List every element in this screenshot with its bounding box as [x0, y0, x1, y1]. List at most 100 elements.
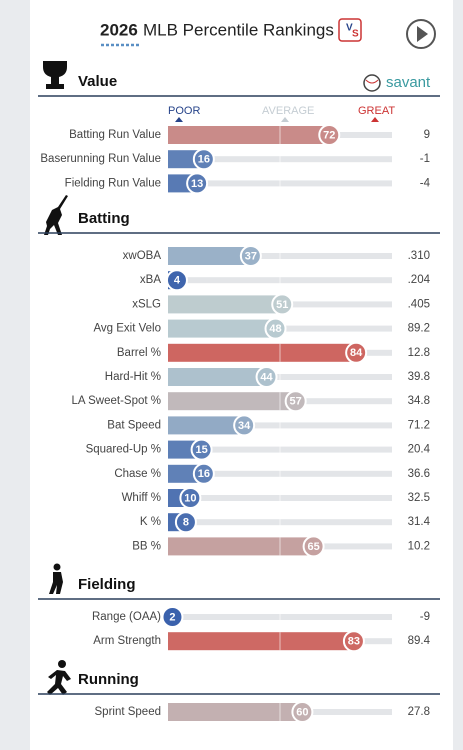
metric-label: Barrel %	[117, 347, 161, 359]
section-title: Fielding	[78, 576, 136, 593]
percentile-label: 8	[183, 517, 189, 529]
percentile-label: 72	[323, 129, 335, 141]
metric-label: LA Sweet-Spot %	[72, 395, 162, 407]
percentile-label: 2	[169, 611, 175, 623]
metric-label: Arm Strength	[93, 635, 161, 647]
percentile-label: 83	[348, 636, 360, 648]
percentile-label: 51	[276, 299, 288, 311]
bar	[168, 368, 267, 386]
legend-average: AVERAGE	[262, 105, 314, 117]
percentile-dot	[345, 341, 368, 364]
bar	[168, 295, 283, 314]
metric-label: Sprint Speed	[95, 706, 162, 718]
stat-value: -4	[420, 177, 431, 189]
percentile-label: 16	[198, 468, 210, 480]
bar	[168, 392, 296, 411]
percentile-dot	[165, 269, 188, 292]
stat-value: .310	[408, 250, 430, 262]
metric-label: Hard-Hit %	[105, 371, 161, 383]
stat-value: 10.2	[408, 540, 430, 552]
stat-value: 12.8	[408, 347, 430, 359]
legend-marker	[175, 117, 183, 122]
bar	[168, 632, 354, 651]
stat-value: -9	[420, 611, 430, 623]
metric-label: K %	[140, 516, 161, 528]
section-icon	[43, 61, 71, 695]
percentile-dot	[239, 245, 262, 267]
percentile-dot	[271, 293, 294, 316]
title: MLB Percentile Rankings	[143, 20, 334, 39]
brand-name: savant	[386, 74, 431, 91]
stat-value: .204	[408, 274, 431, 286]
percentile-dot	[302, 535, 325, 558]
metric-label: Fielding Run Value	[65, 177, 161, 189]
percentile-label: 34	[238, 420, 251, 432]
svg-text:S: S	[352, 29, 359, 40]
percentile-dot	[190, 438, 213, 461]
section-title: Batting	[78, 210, 130, 227]
stat-value: 20.4	[408, 444, 431, 456]
percentile-dot	[192, 148, 215, 171]
metric-label: Range (OAA)	[92, 611, 161, 623]
stat-value: 89.2	[408, 323, 430, 335]
percentile-label: 37	[245, 250, 257, 262]
bar	[168, 343, 357, 362]
percentile-dot	[233, 414, 256, 437]
metric-label: Batting Run Value	[69, 129, 161, 141]
metric-label: BB %	[132, 540, 161, 552]
percentile-dot	[284, 390, 307, 413]
stat-value: 39.8	[408, 371, 430, 383]
bar	[168, 319, 276, 338]
percentile-dot	[179, 487, 202, 509]
percentile-dot	[342, 630, 365, 653]
stat-value: 27.8	[408, 706, 430, 718]
percentile-dot	[174, 511, 197, 534]
percentile-label: 15	[195, 444, 207, 456]
metric-label: Chase %	[114, 468, 161, 480]
title-year: 2026	[100, 20, 138, 39]
bar	[168, 247, 251, 265]
stat-value: 71.2	[408, 419, 430, 431]
stat-value: 89.4	[408, 635, 431, 647]
percentile-label: 48	[269, 323, 281, 335]
section-title: Value	[78, 73, 117, 90]
stat-value: .405	[408, 298, 430, 310]
percentile-label: 4	[174, 275, 181, 287]
brand: savant	[363, 74, 431, 92]
percentile-label: 16	[198, 154, 210, 166]
stat-value: 32.5	[408, 492, 430, 504]
stat-value: -1	[420, 153, 430, 165]
metric-label: Bat Speed	[107, 419, 161, 431]
legend-poor: POOR	[168, 105, 200, 117]
metric-label: xBA	[140, 274, 161, 286]
stat-value: 31.4	[408, 516, 431, 528]
percentile-label: 13	[191, 178, 203, 190]
bar	[168, 703, 303, 721]
metric-label: xwOBA	[123, 250, 162, 262]
stat-value: 9	[424, 129, 430, 141]
bar	[168, 126, 330, 144]
play-button[interactable]	[406, 19, 436, 49]
vs-icon: V S	[338, 18, 362, 42]
legend-great: GREAT	[358, 105, 395, 117]
percentile-label: 57	[290, 396, 302, 408]
percentile-label: 10	[184, 492, 196, 504]
legend-marker	[371, 117, 379, 122]
stat-value: 34.8	[408, 395, 430, 407]
svg-text:V: V	[346, 23, 353, 34]
bar	[168, 416, 245, 435]
percentile-label: 65	[307, 541, 319, 553]
metric-label: xSLG	[132, 298, 161, 310]
percentile-dot	[264, 317, 287, 340]
percentile-label: 84	[350, 347, 363, 359]
stat-value: 36.6	[408, 468, 430, 480]
metric-label: Baserunning Run Value	[40, 153, 161, 165]
section-title: Running	[78, 671, 139, 688]
percentile-dot	[291, 701, 314, 723]
percentile-dot	[186, 172, 209, 195]
bar	[168, 537, 314, 556]
percentile-dot	[318, 124, 341, 146]
percentile-dot	[255, 366, 278, 388]
percentile-dot	[161, 606, 184, 628]
